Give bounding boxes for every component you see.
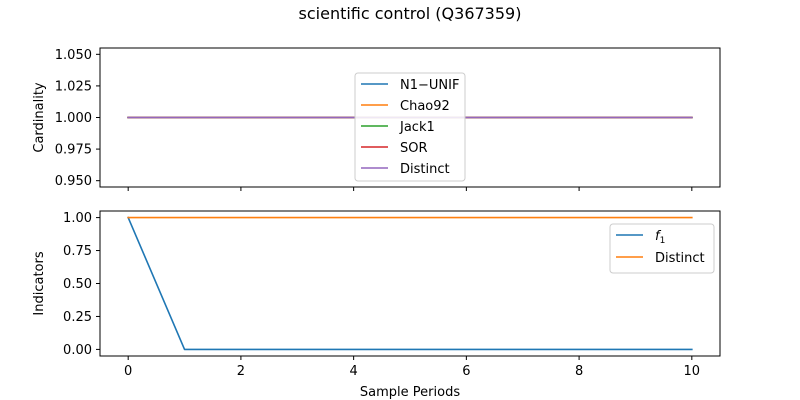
y-tick-label: 1.00 bbox=[63, 211, 92, 226]
cardinality-panel: 0.950 0.975 1.000 1.025 1.050 Cardinality N1−U… bbox=[32, 47, 721, 191]
x-tick-label: 4 bbox=[349, 364, 357, 379]
legend-label: SOR bbox=[400, 141, 428, 156]
legend-label: Distinct bbox=[400, 162, 450, 177]
y-axis-label: Cardinality bbox=[32, 82, 47, 153]
legend-box bbox=[354, 72, 466, 182]
y-tick-label: 0.00 bbox=[63, 343, 92, 358]
y-tick-label: 0.25 bbox=[63, 310, 92, 325]
legend: f1 Distinct bbox=[609, 223, 715, 274]
y-tick-label: 0.975 bbox=[55, 143, 92, 158]
x-tick-label: 2 bbox=[237, 364, 245, 379]
indicators-panel: 0 2 4 6 8 10 0.00 0.25 0.50 0.75 1.00 Indicators Sam… bbox=[32, 210, 721, 400]
y-axis-label: Indicators bbox=[32, 251, 47, 315]
x-tick-label: 8 bbox=[575, 364, 583, 379]
x-tick-label: 6 bbox=[462, 364, 470, 379]
series-line-f1 bbox=[127, 216, 693, 351]
legend-label: N1−UNIF bbox=[400, 78, 459, 93]
legend: N1−UNIF Chao92 Jack1 SOR Distinct bbox=[354, 72, 466, 182]
x-tick-label: 0 bbox=[124, 364, 132, 379]
legend-label: Jack1 bbox=[399, 120, 435, 135]
figure-title: scientific control (Q367359) bbox=[299, 4, 522, 23]
legend-label: f1 bbox=[655, 229, 665, 246]
y-tick-label: 0.75 bbox=[63, 244, 92, 259]
legend-label: Chao92 bbox=[400, 99, 450, 114]
x-axis-label: Sample Periods bbox=[360, 385, 460, 400]
y-tick-label: 0.950 bbox=[55, 174, 92, 189]
legend-box bbox=[609, 223, 715, 274]
y-tick-label: 1.000 bbox=[55, 111, 92, 126]
x-tick-label: 10 bbox=[684, 364, 701, 379]
y-tick-label: 1.025 bbox=[55, 79, 92, 94]
y-tick-label: 1.050 bbox=[55, 48, 92, 63]
y-tick-label: 0.50 bbox=[63, 277, 92, 292]
legend-label: Distinct bbox=[655, 251, 705, 266]
